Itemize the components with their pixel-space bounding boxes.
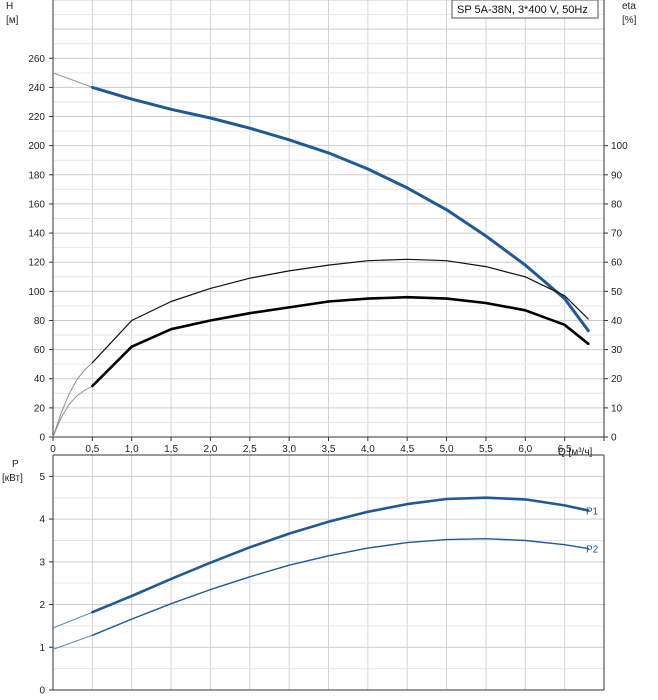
p-tick-label: 2: [39, 600, 45, 611]
q-tick-label: 4,0: [361, 444, 375, 455]
q-tick-label: 0,5: [85, 444, 99, 455]
h-axis-symbol: H: [6, 1, 13, 12]
q-tick-label: 2,0: [203, 444, 217, 455]
eta-tick-label: 60: [611, 258, 623, 269]
eta-tick-label: 30: [611, 345, 623, 356]
eta-thick-extension: [52, 385, 93, 438]
q-tick-label: 5,5: [479, 444, 493, 455]
eta-thick-curve: [91, 295, 590, 388]
h-tick-label: 20: [34, 403, 46, 414]
bottom-axes: [52, 454, 605, 691]
h-tick-label: 140: [28, 229, 45, 240]
q-tick-label: 6,5: [558, 444, 572, 455]
p-tick-label: 3: [39, 557, 45, 568]
eta-tick-label: 90: [611, 170, 623, 181]
h-tick-label: 60: [34, 345, 46, 356]
h-tick-label: 40: [34, 374, 46, 385]
h-tick-label: 180: [28, 170, 45, 181]
eta-tick-label: 100: [611, 141, 628, 152]
eta-tick-label: 10: [611, 403, 623, 414]
h-tick-label: 120: [28, 258, 45, 269]
x-axis-label: Q [м³/ч]: [558, 447, 593, 458]
q-tick-label: 1,0: [125, 444, 139, 455]
eta-curve: [91, 258, 589, 364]
h-tick-label: 260: [28, 54, 45, 65]
eta-axis-symbol: eta: [622, 1, 636, 12]
q-tick-label: 5,0: [440, 444, 454, 455]
h-tick-label: 220: [28, 112, 45, 123]
P2-extension: [52, 634, 93, 650]
power-panel: 0 1 2 3 4 5 P1 P2 P [кВт]: [2, 454, 605, 697]
eta-tick-label: 0: [611, 433, 617, 444]
top-ticks: 0204060801001201401601802002202402600102…: [28, 54, 628, 455]
p-tick-label: 0: [39, 686, 45, 697]
p-tick-label: 5: [39, 472, 45, 483]
bottom-grid: [52, 454, 605, 691]
q-tick-label: 4,5: [400, 444, 414, 455]
P1-extension: [52, 611, 93, 629]
h-axis-unit: [м]: [6, 15, 19, 26]
bottom-series: P1 P2: [52, 496, 599, 650]
P2-label: P2: [586, 545, 599, 556]
h-tick-label: 100: [28, 287, 45, 298]
q-tick-label: 3,5: [322, 444, 336, 455]
p-axis-symbol: P: [12, 459, 19, 470]
P2-curve: [91, 538, 589, 636]
eta-tick-label: 20: [611, 374, 623, 385]
eta-tick-label: 40: [611, 316, 623, 327]
h-tick-label: 0: [39, 433, 45, 444]
top-series: [52, 72, 590, 438]
q-tick-label: 6,0: [518, 444, 532, 455]
eta-tick-label: 50: [611, 287, 623, 298]
p-axis-unit: [кВт]: [2, 473, 23, 484]
H-extension: [52, 72, 93, 88]
bottom-ticks: 0 1 2 3 4 5: [39, 472, 53, 697]
p-tick-label: 4: [39, 515, 45, 526]
head-efficiency-panel: 0204060801001201401601802002202402600102…: [6, 0, 637, 458]
q-tick-label: 2,5: [243, 444, 257, 455]
H-curve: [90, 85, 590, 333]
h-tick-label: 200: [28, 141, 45, 152]
h-tick-label: 80: [34, 316, 46, 327]
q-tick-label: 3,0: [282, 444, 296, 455]
legend-box: [451, 0, 599, 19]
q-tick-label: 0: [50, 444, 56, 455]
q-tick-label: 1,5: [164, 444, 178, 455]
p-tick-label: 1: [39, 643, 45, 654]
P1-label: P1: [586, 507, 599, 518]
eta-axis-unit: [%]: [622, 15, 637, 26]
eta-tick-label: 80: [611, 199, 623, 210]
top-grid: [52, 0, 605, 438]
eta-tick-label: 70: [611, 229, 623, 240]
h-tick-label: 240: [28, 83, 45, 94]
P1-curve: [91, 496, 590, 614]
eta-extension: [52, 362, 93, 438]
legend-text: SP 5A-38N, 3*400 V, 50Hz: [457, 4, 588, 16]
h-tick-label: 160: [28, 199, 45, 210]
